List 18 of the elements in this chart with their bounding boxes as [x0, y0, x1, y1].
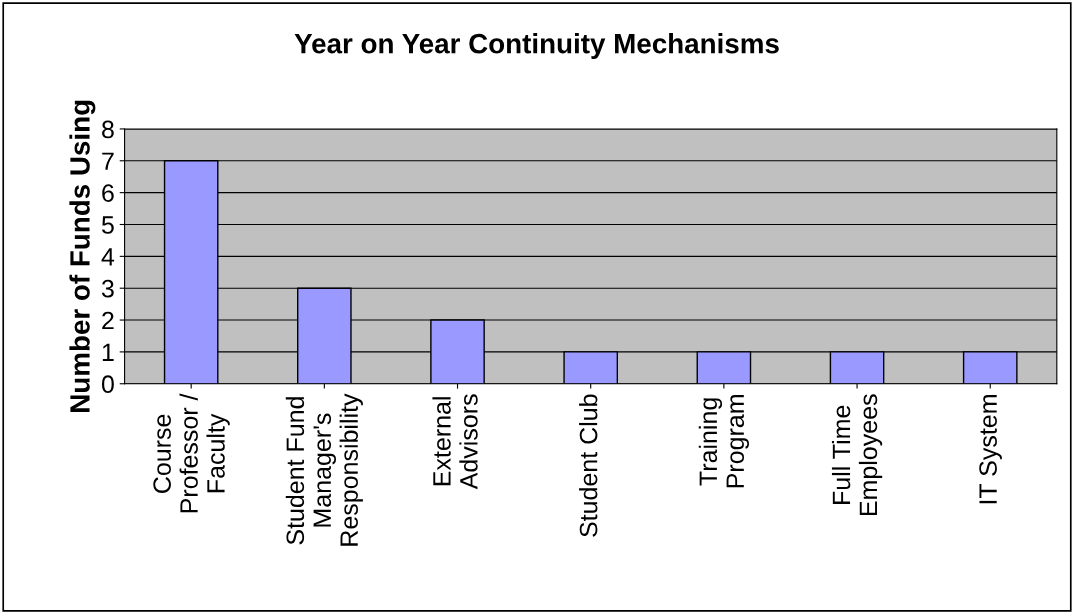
- x-tick-label: External Advisors: [432, 394, 478, 490]
- y-tick-label: 7: [102, 152, 114, 170]
- x-tick-label: Student Fund Manager's Responsibility: [285, 393, 363, 546]
- y-tick-label: 1: [102, 343, 114, 361]
- x-tick-label: Student Club: [579, 394, 598, 537]
- x-tick-label: Course Professor / Faculty: [153, 393, 230, 513]
- y-tick-label: 2: [102, 311, 114, 330]
- y-tick-label: 3: [101, 279, 114, 298]
- x-tick-label: IT System: [979, 395, 1002, 504]
- y-tick-label: 5: [101, 216, 114, 234]
- y-tick-label: 8: [102, 120, 114, 139]
- y-tick-label: 6: [102, 184, 114, 202]
- y-axis-title: Number of Funds Using: [69, 100, 96, 412]
- y-tick-label: 0: [101, 375, 114, 394]
- y-tick-label: 4: [101, 248, 115, 266]
- x-tick-label: Full Time Employees: [831, 394, 883, 516]
- chart-title: Year on Year Continuity Mechanisms: [294, 33, 779, 59]
- x-tick-label: Training Program: [698, 395, 749, 488]
